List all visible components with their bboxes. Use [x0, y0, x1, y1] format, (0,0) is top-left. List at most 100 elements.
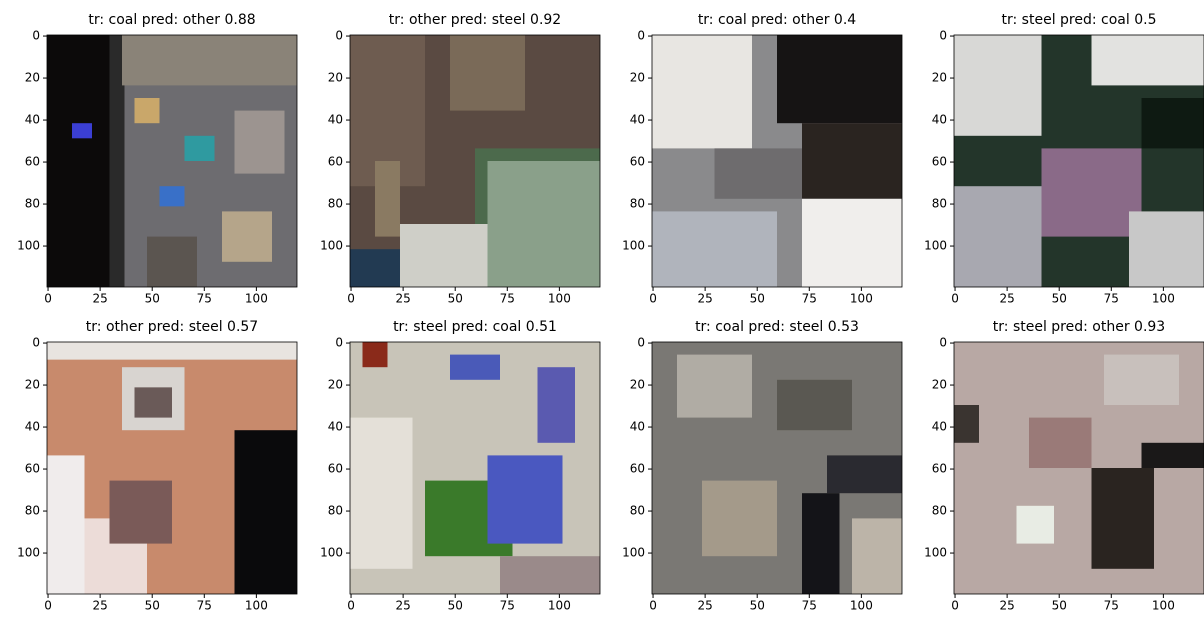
y-tick-label: 80: [932, 197, 947, 211]
image-region: [159, 186, 185, 207]
image-region: [134, 98, 160, 124]
image-region: [350, 417, 413, 569]
x-tick-label: 25: [697, 292, 712, 306]
y-tick-label: 0: [637, 29, 645, 43]
image-region: [47, 35, 110, 287]
y-tick-label: 100: [320, 546, 343, 560]
y-tick-label: 0: [32, 336, 40, 350]
y-tick-label: 0: [32, 29, 40, 43]
y-tick-label: 100: [17, 239, 40, 253]
image-region: [400, 224, 488, 287]
image-region: [122, 35, 297, 86]
image-region: [184, 135, 215, 161]
subplot: tr: coal pred: other 0.88 0 25 50 75 100 0 20 40…: [17, 12, 298, 306]
y-tick-label: 0: [335, 29, 343, 43]
image-region: [1041, 148, 1142, 237]
y-tick-label: 60: [328, 155, 343, 169]
y-tick-label: 20: [932, 71, 947, 85]
image-region: [450, 35, 525, 111]
y-tick-label: 60: [25, 155, 40, 169]
image-region: [954, 35, 1042, 136]
x-tick-label: 50: [448, 599, 463, 613]
axes-frame: [651, 34, 903, 288]
subplot: tr: other pred: steel 0.57 0 25 50 75 100 0 20 4…: [17, 319, 298, 613]
axes-frame: [349, 341, 601, 595]
y-tick-label: 80: [328, 504, 343, 518]
image-region: [1104, 354, 1179, 405]
y-tick-label: 80: [630, 197, 645, 211]
axes-frame: [953, 341, 1204, 595]
x-tick-label: 50: [1052, 599, 1067, 613]
image-region: [1129, 211, 1204, 287]
x-tick-label: 50: [1052, 292, 1067, 306]
image-region: [109, 480, 172, 544]
image-region: [109, 35, 125, 287]
subplot-title: tr: coal pred: other 0.4: [698, 12, 856, 28]
image-region: [500, 556, 600, 594]
y-tick-label: 20: [630, 71, 645, 85]
image-region: [450, 354, 500, 380]
y-tick-label: 20: [328, 378, 343, 392]
image-region: [234, 430, 297, 594]
image-region: [47, 342, 297, 360]
x-tick-label: 0: [347, 292, 355, 306]
x-tick-label: 0: [44, 292, 52, 306]
y-tick-label: 20: [630, 378, 645, 392]
x-tick-label: 0: [951, 599, 959, 613]
image-region: [852, 518, 902, 594]
image-region: [147, 236, 197, 287]
x-tick-label: 50: [750, 292, 765, 306]
y-tick-label: 80: [932, 504, 947, 518]
y-tick-label: 100: [320, 239, 343, 253]
y-tick-label: 40: [932, 420, 947, 434]
image-region: [802, 493, 840, 594]
image-region: [652, 35, 752, 149]
image-region: [1141, 98, 1204, 149]
y-tick-label: 40: [25, 420, 40, 434]
image-region: [827, 455, 902, 494]
image-region: [652, 211, 777, 287]
axes-frame: [651, 341, 903, 595]
y-tick-label: 80: [25, 504, 40, 518]
y-tick-label: 60: [630, 155, 645, 169]
y-tick-label: 60: [932, 155, 947, 169]
y-tick-label: 80: [630, 504, 645, 518]
y-tick-label: 60: [932, 462, 947, 476]
image-region: [350, 249, 400, 287]
y-tick-label: 40: [328, 113, 343, 127]
y-tick-label: 80: [25, 197, 40, 211]
subplot: tr: coal pred: steel 0.53 0 25 50 75 100 0 20 40…: [622, 319, 903, 613]
image-region: [954, 186, 1042, 287]
axes-frame: [953, 34, 1204, 288]
image-region: [1091, 35, 1204, 86]
image-region: [1016, 505, 1054, 544]
y-tick-label: 60: [328, 462, 343, 476]
x-tick-label: 25: [395, 292, 410, 306]
image-region: [375, 161, 400, 237]
x-tick-label: 0: [44, 599, 52, 613]
image-region: [537, 367, 575, 443]
subplot: tr: steel pred: coal 0.51 0 25 50 75 100 0 20 40…: [320, 319, 601, 613]
image-region: [47, 455, 85, 594]
x-tick-label: 50: [750, 599, 765, 613]
x-tick-label: 100: [850, 599, 873, 613]
x-tick-label: 75: [197, 599, 212, 613]
y-tick-label: 20: [932, 378, 947, 392]
x-tick-label: 75: [197, 292, 212, 306]
y-tick-label: 20: [25, 71, 40, 85]
x-tick-label: 75: [802, 292, 817, 306]
image-region: [702, 480, 777, 557]
x-tick-label: 100: [245, 292, 268, 306]
y-tick-label: 80: [328, 197, 343, 211]
y-tick-label: 40: [932, 113, 947, 127]
image-region: [234, 110, 285, 174]
y-tick-label: 0: [939, 29, 947, 43]
x-tick-label: 50: [448, 292, 463, 306]
x-tick-label: 25: [92, 292, 107, 306]
image-region: [1029, 417, 1092, 468]
image-region: [802, 123, 902, 199]
image-region: [362, 342, 388, 368]
subplot-title: tr: other pred: steel 0.92: [389, 12, 561, 28]
y-tick-label: 0: [939, 336, 947, 350]
